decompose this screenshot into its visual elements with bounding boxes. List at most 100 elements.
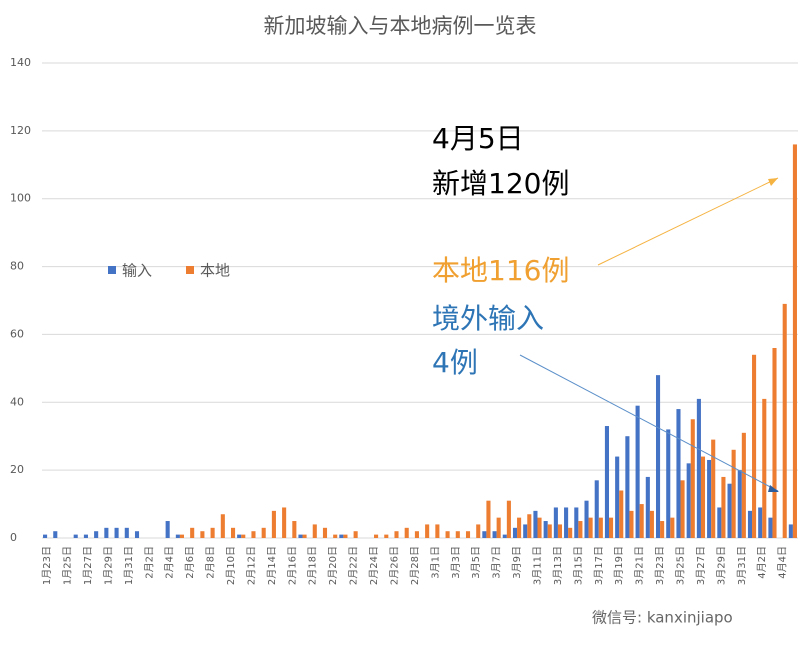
- bar: [604, 426, 609, 538]
- bar: [492, 531, 497, 538]
- bar: [639, 504, 644, 538]
- bar: [374, 534, 379, 538]
- bar: [717, 507, 722, 538]
- bar: [700, 456, 706, 538]
- x-tick-label: 3月1日: [429, 546, 441, 579]
- bar: [237, 534, 242, 538]
- bar: [496, 517, 501, 538]
- bar: [114, 527, 119, 538]
- x-tick-label: 3月7日: [491, 546, 503, 579]
- bar: [512, 527, 518, 538]
- bar: [588, 517, 593, 538]
- bar: [523, 524, 528, 538]
- bar: [104, 527, 109, 538]
- bar: [727, 483, 732, 538]
- bar: [502, 534, 507, 538]
- bar: [574, 507, 579, 538]
- x-tick-label: 2月22日: [348, 546, 360, 585]
- x-tick-label: 4月2日: [756, 546, 768, 579]
- bar: [598, 517, 603, 538]
- bar: [758, 507, 763, 538]
- bar: [564, 507, 569, 538]
- bar: [220, 514, 225, 538]
- bar: [302, 534, 307, 538]
- legend-label: 输入: [122, 262, 152, 280]
- bar: [190, 527, 195, 538]
- bar: [425, 524, 430, 538]
- x-tick-label: 3月27日: [695, 546, 707, 585]
- bar: [711, 439, 716, 538]
- bar: [517, 517, 522, 538]
- x-tick-label: 3月23日: [654, 546, 666, 585]
- bar: [696, 398, 701, 538]
- bar: [282, 507, 287, 538]
- x-tick-label: 2月24日: [368, 546, 380, 585]
- x-tick-label: 3月13日: [552, 546, 564, 585]
- x-tick-label: 3月25日: [675, 546, 687, 585]
- annotation: 新增120例: [432, 167, 569, 200]
- x-tick-label: 4月4日: [777, 546, 789, 579]
- x-tick-label: 3月19日: [613, 546, 625, 585]
- bar: [594, 480, 599, 538]
- bar: [645, 476, 650, 538]
- x-tick-label: 2月8日: [205, 546, 217, 579]
- x-tick-label: 3月29日: [715, 546, 727, 585]
- bar: [94, 531, 99, 538]
- bar: [486, 500, 491, 538]
- bar: [298, 534, 303, 538]
- bar: [609, 517, 614, 538]
- bar: [655, 375, 661, 538]
- bar: [649, 510, 654, 538]
- bar: [175, 534, 180, 538]
- legend-swatch: [108, 266, 116, 274]
- x-tick-label: 3月9日: [511, 546, 523, 579]
- bar: [553, 507, 558, 538]
- bar: [231, 527, 236, 538]
- bar: [83, 534, 88, 538]
- x-tick-label: 2月4日: [164, 546, 176, 579]
- bar: [43, 534, 48, 538]
- x-tick-label: 1月25日: [62, 546, 74, 585]
- x-tick-label: 3月17日: [593, 546, 605, 585]
- y-tick-label: 100: [10, 192, 31, 205]
- bar: [210, 527, 215, 538]
- bar: [476, 524, 481, 538]
- bar: [762, 398, 767, 538]
- bar: [384, 534, 389, 538]
- x-tick-label: 3月5日: [470, 546, 482, 579]
- bar: [543, 521, 548, 538]
- bar: [660, 521, 665, 538]
- bar: [772, 348, 777, 538]
- bar: [686, 463, 691, 538]
- bar: [394, 531, 399, 538]
- x-tick-label: 2月6日: [184, 546, 196, 579]
- annotation: 境外输入: [432, 302, 544, 335]
- x-tick-label: 1月23日: [41, 546, 53, 585]
- bar: [584, 500, 589, 538]
- arrowhead: [768, 485, 779, 492]
- bar: [251, 531, 256, 538]
- bar: [568, 527, 573, 538]
- x-tick-label: 2月2日: [143, 546, 155, 579]
- bar: [792, 144, 797, 538]
- bar: [124, 527, 129, 538]
- x-tick-label: 2月28日: [409, 546, 421, 585]
- plot-area: 0 20 40 60 80 100 120 140 1月23日 1月25日 1月27日 1月29日 1月…: [10, 56, 798, 585]
- bar: [271, 510, 276, 538]
- x-tick-label: 2月10日: [225, 546, 237, 585]
- bar: [690, 419, 695, 538]
- bar: [666, 429, 671, 538]
- x-tick-label: 2月12日: [245, 546, 257, 585]
- bar: [619, 490, 624, 538]
- bar: [752, 354, 757, 538]
- bar: [435, 524, 440, 538]
- bar: [241, 534, 246, 538]
- x-tick-label: 3月15日: [572, 546, 584, 585]
- x-tick-label: 1月31日: [123, 546, 135, 585]
- bar: [635, 405, 640, 538]
- bar: [353, 531, 358, 538]
- bar: [615, 456, 620, 538]
- bar: [134, 531, 140, 538]
- x-tick-label: 3月21日: [634, 546, 646, 585]
- bar: [731, 449, 736, 538]
